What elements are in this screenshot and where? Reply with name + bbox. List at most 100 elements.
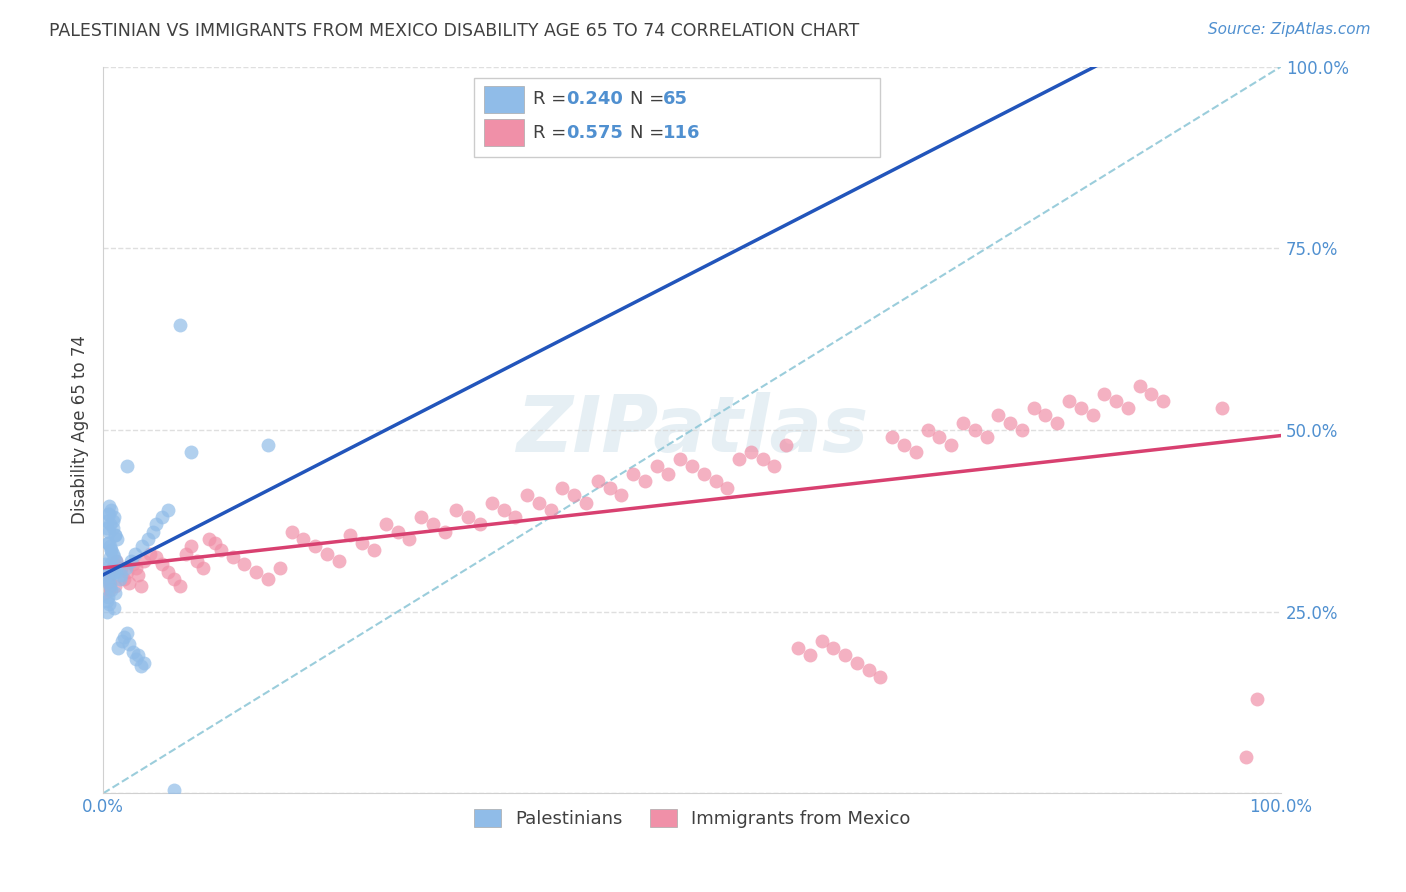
Point xyxy=(115,459,138,474)
Point xyxy=(1011,423,1033,437)
Point xyxy=(98,500,121,514)
Point xyxy=(98,550,121,565)
Point xyxy=(562,488,585,502)
Point xyxy=(269,561,291,575)
Point xyxy=(100,582,122,597)
Point xyxy=(280,524,302,539)
Point xyxy=(292,532,315,546)
Text: PALESTINIAN VS IMMIGRANTS FROM MEXICO DISABILITY AGE 65 TO 74 CORRELATION CHART: PALESTINIAN VS IMMIGRANTS FROM MEXICO DI… xyxy=(49,22,859,40)
Point xyxy=(163,572,186,586)
Point xyxy=(96,593,118,607)
Point xyxy=(740,444,762,458)
Point xyxy=(693,467,716,481)
Point xyxy=(599,481,621,495)
Point xyxy=(118,575,141,590)
Legend: Palestinians, Immigrants from Mexico: Palestinians, Immigrants from Mexico xyxy=(467,801,918,835)
Point xyxy=(163,782,186,797)
Point xyxy=(1234,750,1257,764)
Y-axis label: Disability Age 65 to 74: Disability Age 65 to 74 xyxy=(72,335,89,524)
Point xyxy=(111,633,134,648)
Text: Source: ZipAtlas.com: Source: ZipAtlas.com xyxy=(1208,22,1371,37)
Point xyxy=(316,547,339,561)
Point xyxy=(101,514,124,528)
Point xyxy=(96,572,118,586)
Point xyxy=(98,579,121,593)
Point xyxy=(127,648,149,663)
Point xyxy=(1070,401,1092,416)
Point xyxy=(115,626,138,640)
Point xyxy=(103,510,125,524)
Point xyxy=(904,444,927,458)
Point xyxy=(1046,416,1069,430)
Point xyxy=(150,558,173,572)
Point xyxy=(94,558,117,572)
Point xyxy=(127,568,149,582)
Text: 65: 65 xyxy=(662,90,688,108)
Point xyxy=(129,579,152,593)
Point xyxy=(339,528,361,542)
Point xyxy=(575,496,598,510)
Point xyxy=(121,645,143,659)
Point xyxy=(551,481,574,495)
Point xyxy=(834,648,856,663)
Point xyxy=(917,423,939,437)
Point xyxy=(976,430,998,444)
Point xyxy=(681,459,703,474)
Point xyxy=(869,670,891,684)
Point xyxy=(120,554,142,568)
Point xyxy=(634,474,657,488)
Point xyxy=(1022,401,1045,416)
Point xyxy=(492,503,515,517)
Point xyxy=(96,568,118,582)
Point xyxy=(186,554,208,568)
Point xyxy=(540,503,562,517)
Point xyxy=(728,452,751,467)
Point xyxy=(169,579,191,593)
Point xyxy=(103,601,125,615)
Point xyxy=(98,575,121,590)
Point xyxy=(104,586,127,600)
Point xyxy=(110,568,132,582)
Text: 0.575: 0.575 xyxy=(567,124,623,142)
Point xyxy=(621,467,644,481)
Point xyxy=(963,423,986,437)
Point xyxy=(610,488,633,502)
Point xyxy=(468,517,491,532)
Point xyxy=(142,524,165,539)
Point xyxy=(1211,401,1233,416)
Text: 0.240: 0.240 xyxy=(567,90,623,108)
Point xyxy=(657,467,679,481)
Point xyxy=(1081,409,1104,423)
Point xyxy=(787,640,810,655)
Point xyxy=(145,517,167,532)
Point xyxy=(103,550,125,565)
Text: R =: R = xyxy=(533,124,572,142)
Point xyxy=(728,81,751,95)
Point xyxy=(704,474,727,488)
Text: R =: R = xyxy=(533,90,572,108)
Point xyxy=(209,542,232,557)
Point xyxy=(101,547,124,561)
Point xyxy=(763,459,786,474)
Point xyxy=(156,503,179,517)
Point xyxy=(134,554,156,568)
FancyBboxPatch shape xyxy=(484,119,523,145)
FancyBboxPatch shape xyxy=(484,87,523,113)
Point xyxy=(100,542,122,557)
Point xyxy=(204,535,226,549)
Point xyxy=(198,532,221,546)
Point xyxy=(100,503,122,517)
Point xyxy=(387,524,409,539)
Point xyxy=(101,561,124,575)
Point xyxy=(129,659,152,673)
Point xyxy=(98,575,121,590)
Point xyxy=(105,554,128,568)
Point xyxy=(586,474,609,488)
Point xyxy=(952,416,974,430)
Text: N =: N = xyxy=(630,90,669,108)
Point xyxy=(858,663,880,677)
Point xyxy=(96,514,118,528)
Point xyxy=(150,510,173,524)
Point xyxy=(1246,691,1268,706)
Point xyxy=(193,561,215,575)
